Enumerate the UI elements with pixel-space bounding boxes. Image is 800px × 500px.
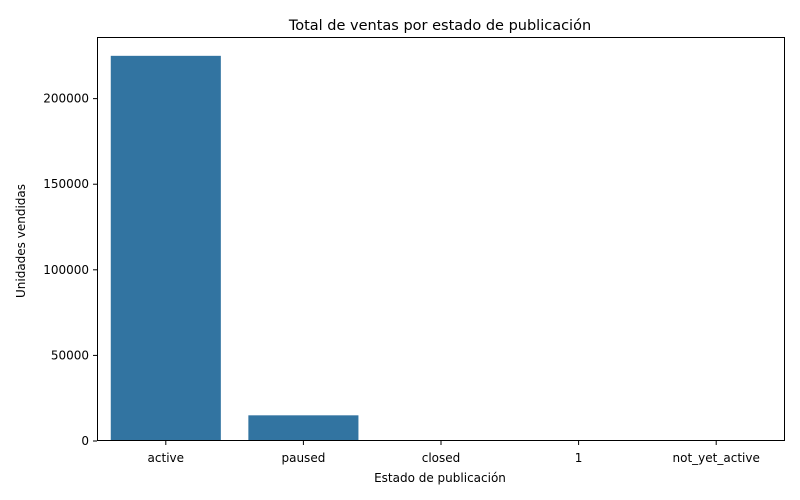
x-tick-label: paused (281, 451, 325, 465)
x-tick-label: active (148, 451, 184, 465)
y-tick-label: 150000 (43, 177, 89, 191)
y-tick-label: 0 (81, 434, 89, 448)
chart-title: Total de ventas por estado de publicació… (288, 18, 591, 34)
y-axis-label: Unidades vendidas (14, 184, 28, 298)
x-tick-label: not_yet_active (673, 451, 760, 465)
y-tick-label: 200000 (43, 92, 89, 106)
x-tick-label: 1 (575, 451, 583, 465)
bars-group (110, 55, 359, 442)
x-axis-ticks: active paused closed 1 not_yet_active (148, 441, 760, 465)
plot-frame (97, 37, 785, 441)
y-tick-label: 100000 (43, 263, 89, 277)
bar-paused (248, 415, 359, 441)
x-tick-label: closed (422, 451, 461, 465)
y-axis-ticks: 0 50000 100000 150000 200000 (43, 92, 97, 448)
bar-active (110, 55, 221, 442)
y-tick-label: 50000 (51, 348, 89, 362)
x-axis-label: Estado de publicación (374, 471, 506, 485)
